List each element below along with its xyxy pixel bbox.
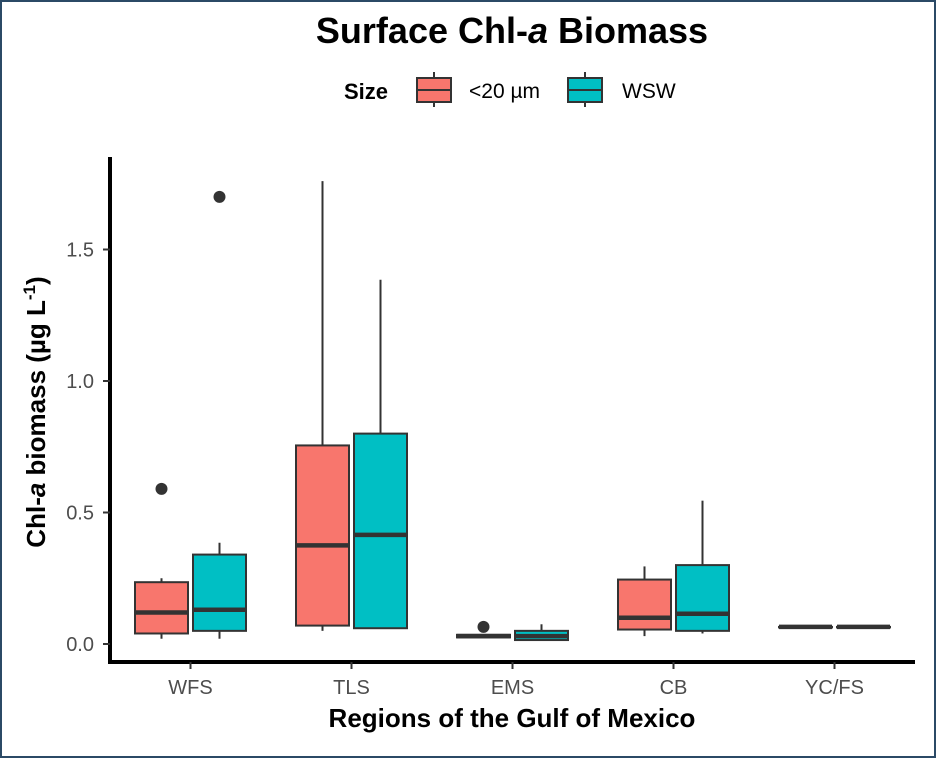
outlier-point (213, 190, 226, 203)
box-iqr (295, 444, 350, 627)
x-tick-label: TLS (333, 677, 370, 699)
y-tick-label: 0.0 (66, 634, 94, 656)
legend-key-wsw (567, 72, 603, 107)
outlier-point (155, 482, 168, 495)
legend-key-small-size (416, 72, 452, 107)
box-iqr (192, 553, 247, 632)
box-iqr (353, 432, 408, 630)
x-axis-ticks: WFS TLS EMS CB YC/FS (168, 677, 864, 699)
x-tick-label: CB (660, 677, 688, 699)
y-tick-label: 0.5 (66, 503, 94, 525)
x-tick-label: EMS (491, 677, 534, 699)
x-axis-title: Regions of the Gulf of Mexico (329, 703, 696, 733)
y-tick-label: 1.5 (66, 240, 94, 262)
y-axis-title: Chl-a biomass (µg L-1) (20, 276, 51, 547)
box-iqr (617, 578, 672, 631)
legend: Size <20 µm WSW (344, 72, 676, 107)
outlier-point (477, 620, 490, 633)
x-tick-label: WFS (168, 677, 212, 699)
y-axis-ticks: 0.0 0.5 1.0 1.5 (66, 240, 94, 657)
x-tick-label: YC/FS (805, 677, 864, 699)
y-tick-label: 1.0 (66, 371, 94, 393)
box-iqr (134, 581, 189, 635)
plot-area (134, 181, 891, 642)
chart-title: Surface Chl-a Biomass (316, 10, 708, 51)
legend-label-wsw: WSW (622, 80, 676, 103)
legend-title: Size (344, 79, 388, 104)
legend-label-small-size: <20 µm (469, 80, 540, 103)
box-iqr (675, 564, 730, 632)
